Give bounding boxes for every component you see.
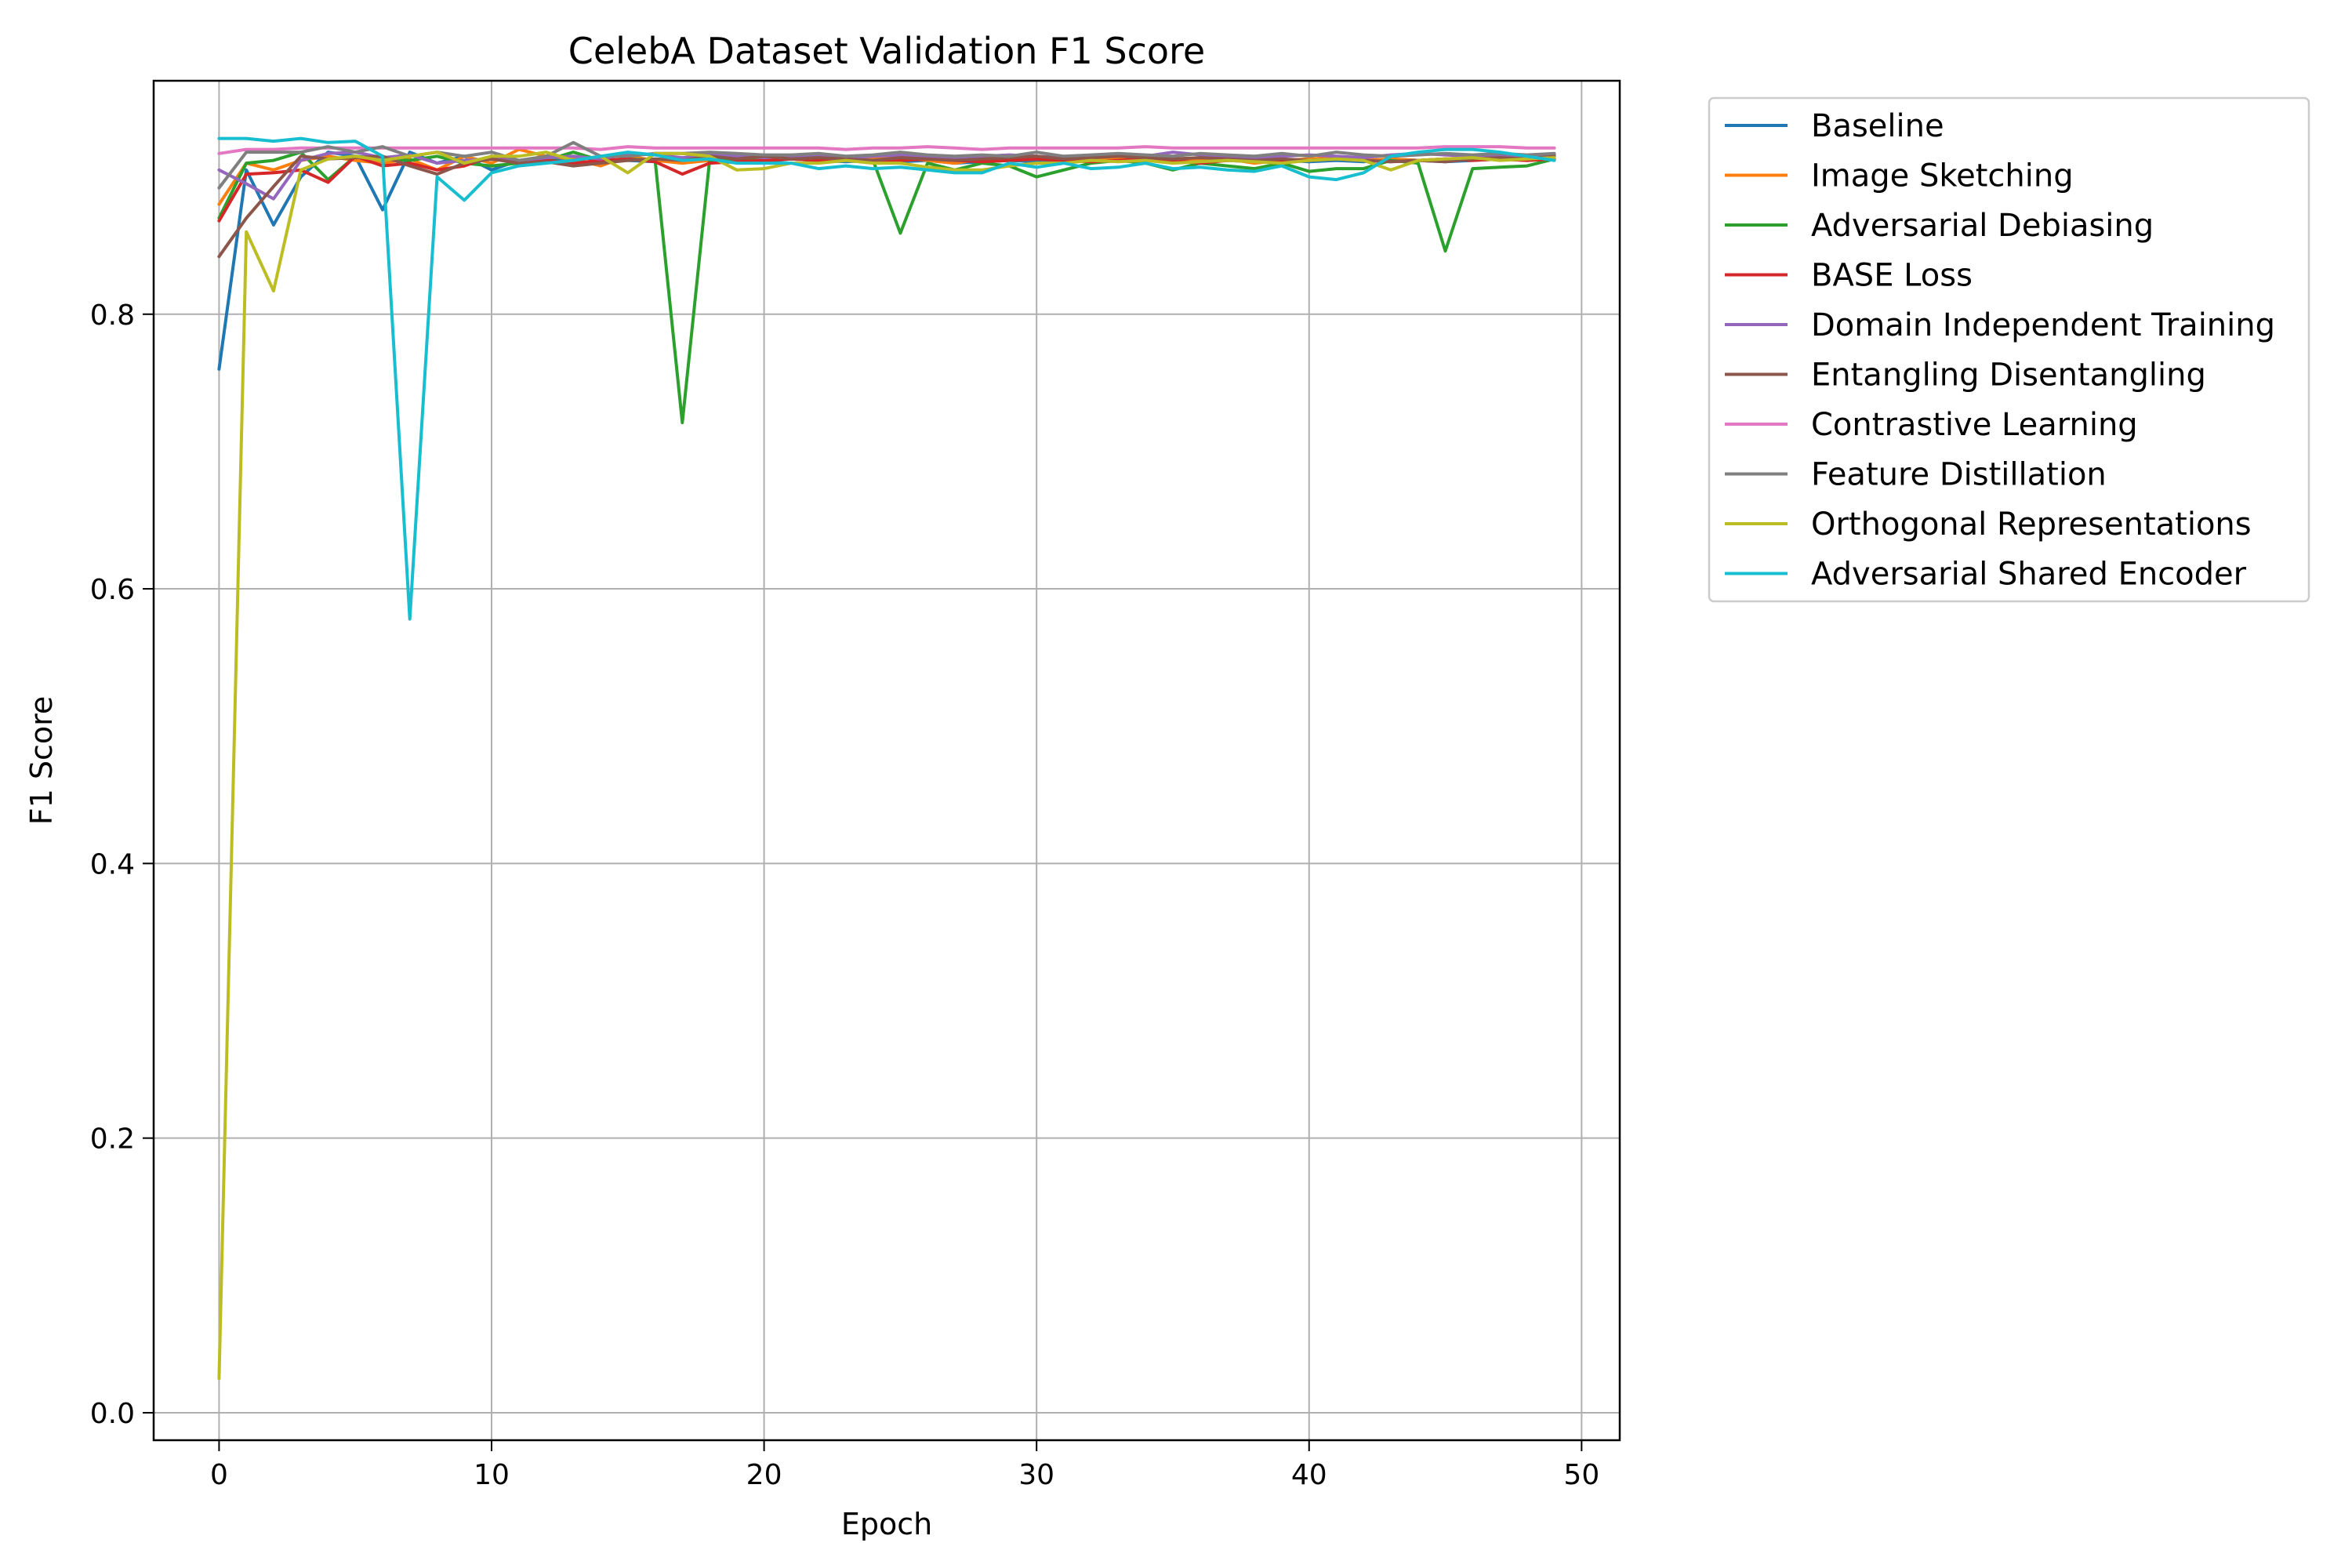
x-tick-label: 0 [210,1459,228,1491]
plot-area-frame [152,79,1621,1442]
series-line-adversarial-shared-encoder [217,136,1556,621]
y-tick-label: 0.4 [90,848,135,880]
legend-entry: Domain Independent Training [1811,307,2275,343]
legend-box [1708,96,2310,603]
grid-lines [154,81,1620,1440]
y-axis-ticks: 0.0 0.2 0.4 0.6 0.8 [90,299,154,1430]
series-line-contrastive-learning [217,145,1556,155]
series-line-entangling-disentangling [217,154,1556,259]
legend: Baseline Image Sketching Adversarial Debia… [1708,96,2310,603]
legend-entry: Baseline [1811,108,1944,144]
series-line-baseline [217,151,1556,371]
chart-title: CelebA Dataset Validation F1 Score [568,30,1206,72]
x-axis-ticks: 0 10 20 30 40 50 [210,1440,1599,1491]
series-line-base-loss [217,154,1556,223]
y-tick-label: 0.2 [90,1123,135,1156]
x-tick-label: 20 [746,1459,782,1491]
y-axis-label: F1 Score [24,696,59,826]
x-tick-label: 10 [474,1459,510,1491]
y-tick-label: 0.0 [90,1398,135,1430]
legend-entry: Image Sketching [1811,158,2074,194]
x-axis-label: Epoch [841,1507,932,1541]
legend-entry: Entangling Disentangling [1811,358,2206,394]
legend-entry: Adversarial Debiasing [1811,208,2154,244]
y-tick-label: 0.6 [90,574,135,606]
legend-entry: Feature Distillation [1811,457,2107,493]
legend-entry: Orthogonal Representations [1811,506,2252,543]
series-lines [217,136,1556,1381]
series-line-adversarial-debiasing [217,151,1556,425]
x-tick-label: 50 [1563,1459,1599,1491]
legend-entry: Contrastive Learning [1811,407,2138,443]
x-tick-label: 30 [1018,1459,1054,1491]
series-line-orthogonal-representations [217,151,1556,1381]
y-tick-label: 0.8 [90,299,135,332]
series-line-domain-independent-training [217,151,1556,201]
x-tick-label: 40 [1291,1459,1327,1491]
legend-entry: Adversarial Shared Encoder [1811,557,2247,593]
legend-entry: BASE Loss [1811,258,1973,294]
